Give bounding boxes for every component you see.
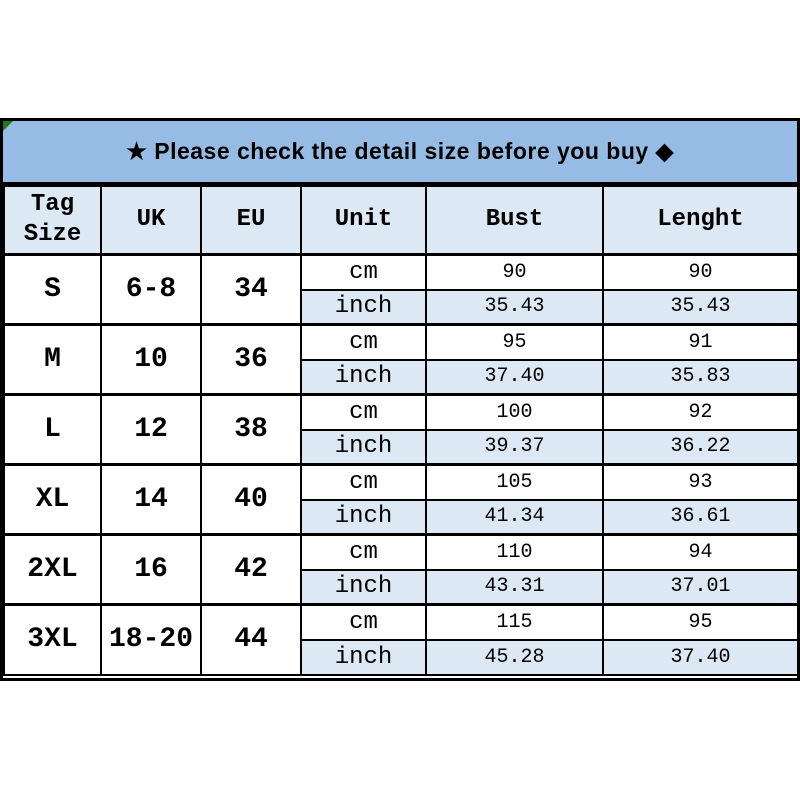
eu-cell: 34 bbox=[200, 253, 302, 326]
length-inch-value: 35.43 bbox=[602, 288, 797, 326]
col-header-eu: EU bbox=[200, 185, 302, 256]
uk-cell: 12 bbox=[100, 393, 202, 466]
bust-cm-value: 105 bbox=[425, 463, 604, 501]
uk-cell: 16 bbox=[100, 533, 202, 606]
unit-cm-label: cm bbox=[300, 533, 427, 571]
size-row-inch: inch 41.34 36.61 bbox=[4, 498, 797, 536]
size-row-cm: S 6-8 34 cm 90 90 bbox=[3, 253, 797, 326]
size-row-cm: XL 14 40 cm 105 93 bbox=[3, 463, 797, 536]
bust-cm-value: 115 bbox=[425, 603, 604, 641]
length-cm-value: 93 bbox=[602, 463, 797, 501]
size-chart: ★ Please check the detail size before yo… bbox=[0, 118, 800, 681]
bust-cm-value: 90 bbox=[425, 253, 604, 291]
unit-cm-label: cm bbox=[300, 463, 427, 501]
length-inch-value: 36.22 bbox=[602, 428, 797, 466]
notice-text: ★ Please check the detail size before yo… bbox=[126, 138, 674, 164]
length-inch-value: 35.83 bbox=[602, 358, 797, 396]
green-corner-marker-icon bbox=[3, 121, 13, 131]
size-row-inch: inch 35.43 35.43 bbox=[4, 288, 797, 326]
unit-inch-label: inch bbox=[300, 428, 427, 466]
col-header-lenght: Lenght bbox=[602, 185, 797, 256]
unit-cm-label: cm bbox=[300, 603, 427, 641]
unit-inch-label: inch bbox=[300, 288, 427, 326]
bust-inch-value: 43.31 bbox=[425, 568, 604, 606]
unit-cm-label: cm bbox=[300, 323, 427, 361]
bust-inch-value: 37.40 bbox=[425, 358, 604, 396]
tag-size-cell: 2XL bbox=[3, 533, 102, 606]
unit-inch-label: inch bbox=[300, 498, 427, 536]
unit-inch-label: inch bbox=[300, 358, 427, 396]
size-row-cm: L 12 38 cm 100 92 bbox=[3, 393, 797, 466]
col-header-bust: Bust bbox=[425, 185, 604, 256]
length-inch-value: 37.40 bbox=[602, 638, 797, 676]
size-row-inch: inch 37.40 35.83 bbox=[4, 358, 797, 396]
tag-size-cell: XL bbox=[3, 463, 102, 536]
size-row-inch: inch 39.37 36.22 bbox=[4, 428, 797, 466]
size-table: Tag Size UK EU Unit Bust Lenght S 6-8 34 cm… bbox=[3, 185, 797, 676]
length-cm-value: 95 bbox=[602, 603, 797, 641]
tag-size-cell: 3XL bbox=[3, 603, 102, 676]
uk-cell: 10 bbox=[100, 323, 202, 396]
eu-cell: 42 bbox=[200, 533, 302, 606]
uk-cell: 6-8 bbox=[100, 253, 202, 326]
length-inch-value: 37.01 bbox=[602, 568, 797, 606]
col-header-tag-size: Tag Size bbox=[3, 185, 102, 256]
col-header-uk: UK bbox=[100, 185, 202, 256]
notice-banner: ★ Please check the detail size before yo… bbox=[3, 121, 797, 185]
uk-cell: 14 bbox=[100, 463, 202, 536]
bust-inch-value: 35.43 bbox=[425, 288, 604, 326]
eu-cell: 44 bbox=[200, 603, 302, 676]
unit-cm-label: cm bbox=[300, 253, 427, 291]
unit-cm-label: cm bbox=[300, 393, 427, 431]
bust-inch-value: 45.28 bbox=[425, 638, 604, 676]
tag-size-cell: M bbox=[3, 323, 102, 396]
header-row: Tag Size UK EU Unit Bust Lenght bbox=[3, 185, 797, 256]
bust-inch-value: 39.37 bbox=[425, 428, 604, 466]
eu-cell: 40 bbox=[200, 463, 302, 536]
col-header-unit: Unit bbox=[300, 185, 427, 256]
length-cm-value: 90 bbox=[602, 253, 797, 291]
length-cm-value: 91 bbox=[602, 323, 797, 361]
tag-size-cell: L bbox=[3, 393, 102, 466]
size-row-cm: 2XL 16 42 cm 110 94 bbox=[3, 533, 797, 606]
size-row-inch: inch 45.28 37.40 bbox=[4, 638, 797, 676]
size-row-cm: 3XL 18-20 44 cm 115 95 bbox=[3, 603, 797, 676]
size-table-body: S 6-8 34 cm 90 90 inch 35.43 35.43 M 10 36 cm 95 91 inc… bbox=[3, 253, 797, 676]
length-cm-value: 92 bbox=[602, 393, 797, 431]
size-row-inch: inch 43.31 37.01 bbox=[4, 568, 797, 606]
tag-size-cell: S bbox=[3, 253, 102, 326]
bust-cm-value: 110 bbox=[425, 533, 604, 571]
eu-cell: 36 bbox=[200, 323, 302, 396]
bust-cm-value: 100 bbox=[425, 393, 604, 431]
unit-inch-label: inch bbox=[300, 568, 427, 606]
bust-cm-value: 95 bbox=[425, 323, 604, 361]
size-row-cm: M 10 36 cm 95 91 bbox=[3, 323, 797, 396]
uk-cell: 18-20 bbox=[100, 603, 202, 676]
unit-inch-label: inch bbox=[300, 638, 427, 676]
eu-cell: 38 bbox=[200, 393, 302, 466]
length-cm-value: 94 bbox=[602, 533, 797, 571]
length-inch-value: 36.61 bbox=[602, 498, 797, 536]
bust-inch-value: 41.34 bbox=[425, 498, 604, 536]
